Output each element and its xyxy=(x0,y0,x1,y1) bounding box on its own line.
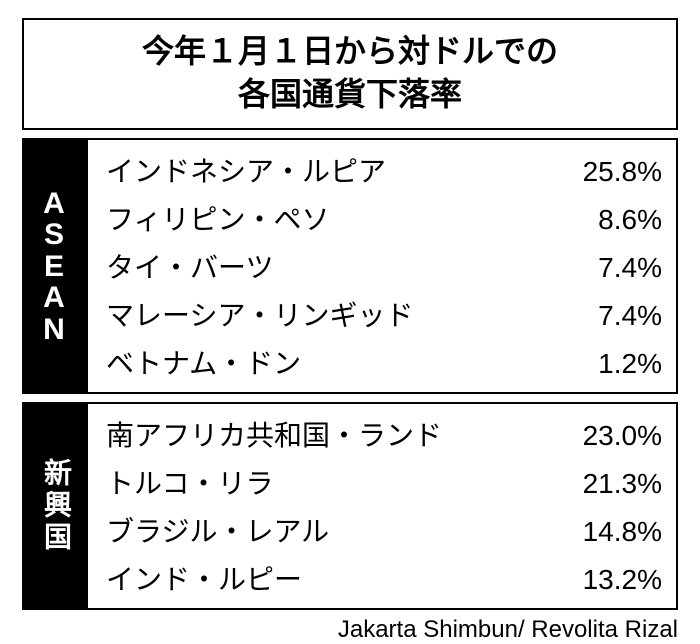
currency-name: ブラジル・レアル xyxy=(106,510,329,550)
title-box: 今年１月１日から対ドルでの 各国通貨下落率 xyxy=(22,18,678,130)
currency-name: タイ・バーツ xyxy=(106,246,273,286)
asean-letter: E xyxy=(44,251,68,283)
currency-value: 1.2% xyxy=(598,348,662,380)
group-emerging-rows: 南アフリカ共和国・ランド 23.0% トルコ・リラ 21.3% ブラジル・レアル… xyxy=(88,404,676,608)
currency-value: 7.4% xyxy=(598,252,662,284)
currency-value: 21.3% xyxy=(583,468,662,500)
currency-value: 7.4% xyxy=(598,300,662,332)
currency-value: 23.0% xyxy=(583,420,662,452)
title-line-2: 各国通貨下落率 xyxy=(28,73,672,116)
table-row: ブラジル・レアル 14.8% xyxy=(106,506,662,554)
group-label-emerging: 新興国 xyxy=(24,404,88,608)
title-line-1: 今年１月１日から対ドルでの xyxy=(28,30,672,73)
table-row: タイ・バーツ 7.4% xyxy=(106,242,662,290)
currency-name: トルコ・リラ xyxy=(106,462,273,502)
table-row: インドネシア・ルピア 25.8% xyxy=(106,146,662,194)
asean-letter: A xyxy=(43,188,69,220)
currency-value: 14.8% xyxy=(583,516,662,548)
currency-name: インド・ルピー xyxy=(106,558,302,598)
currency-value: 8.6% xyxy=(598,204,662,236)
currency-name: ベトナム・ドン xyxy=(106,342,301,382)
asean-letter: N xyxy=(43,314,69,346)
table-wrapper: 今年１月１日から対ドルでの 各国通貨下落率 A S E A N インドネシア・ル… xyxy=(0,0,700,610)
table-row: マレーシア・リンギッド 7.4% xyxy=(106,290,662,338)
table-row: ベトナム・ドン 1.2% xyxy=(106,338,662,386)
currency-value: 25.8% xyxy=(583,156,662,188)
currency-name: インドネシア・ルピア xyxy=(106,150,386,190)
currency-value: 13.2% xyxy=(583,564,662,596)
table-row: フィリピン・ペソ 8.6% xyxy=(106,194,662,242)
credit-line: Jakarta Shimbun/ Revolita Rizal xyxy=(0,610,700,644)
table-row: トルコ・リラ 21.3% xyxy=(106,458,662,506)
currency-name: フィリピン・ペソ xyxy=(106,198,329,238)
table-row: 南アフリカ共和国・ランド 23.0% xyxy=(106,410,662,458)
table-row: インド・ルピー 13.2% xyxy=(106,554,662,602)
currency-name: マレーシア・リンギッド xyxy=(106,294,413,334)
group-asean-rows: インドネシア・ルピア 25.8% フィリピン・ペソ 8.6% タイ・バーツ 7.… xyxy=(88,140,676,392)
group-asean: A S E A N インドネシア・ルピア 25.8% フィリピン・ペソ 8.6%… xyxy=(22,138,678,394)
currency-name: 南アフリカ共和国・ランド xyxy=(106,414,442,454)
group-emerging: 新興国 南アフリカ共和国・ランド 23.0% トルコ・リラ 21.3% ブラジル… xyxy=(22,402,678,610)
asean-letter: S xyxy=(44,219,68,251)
group-label-asean: A S E A N xyxy=(24,140,88,392)
asean-letter: A xyxy=(43,282,69,314)
